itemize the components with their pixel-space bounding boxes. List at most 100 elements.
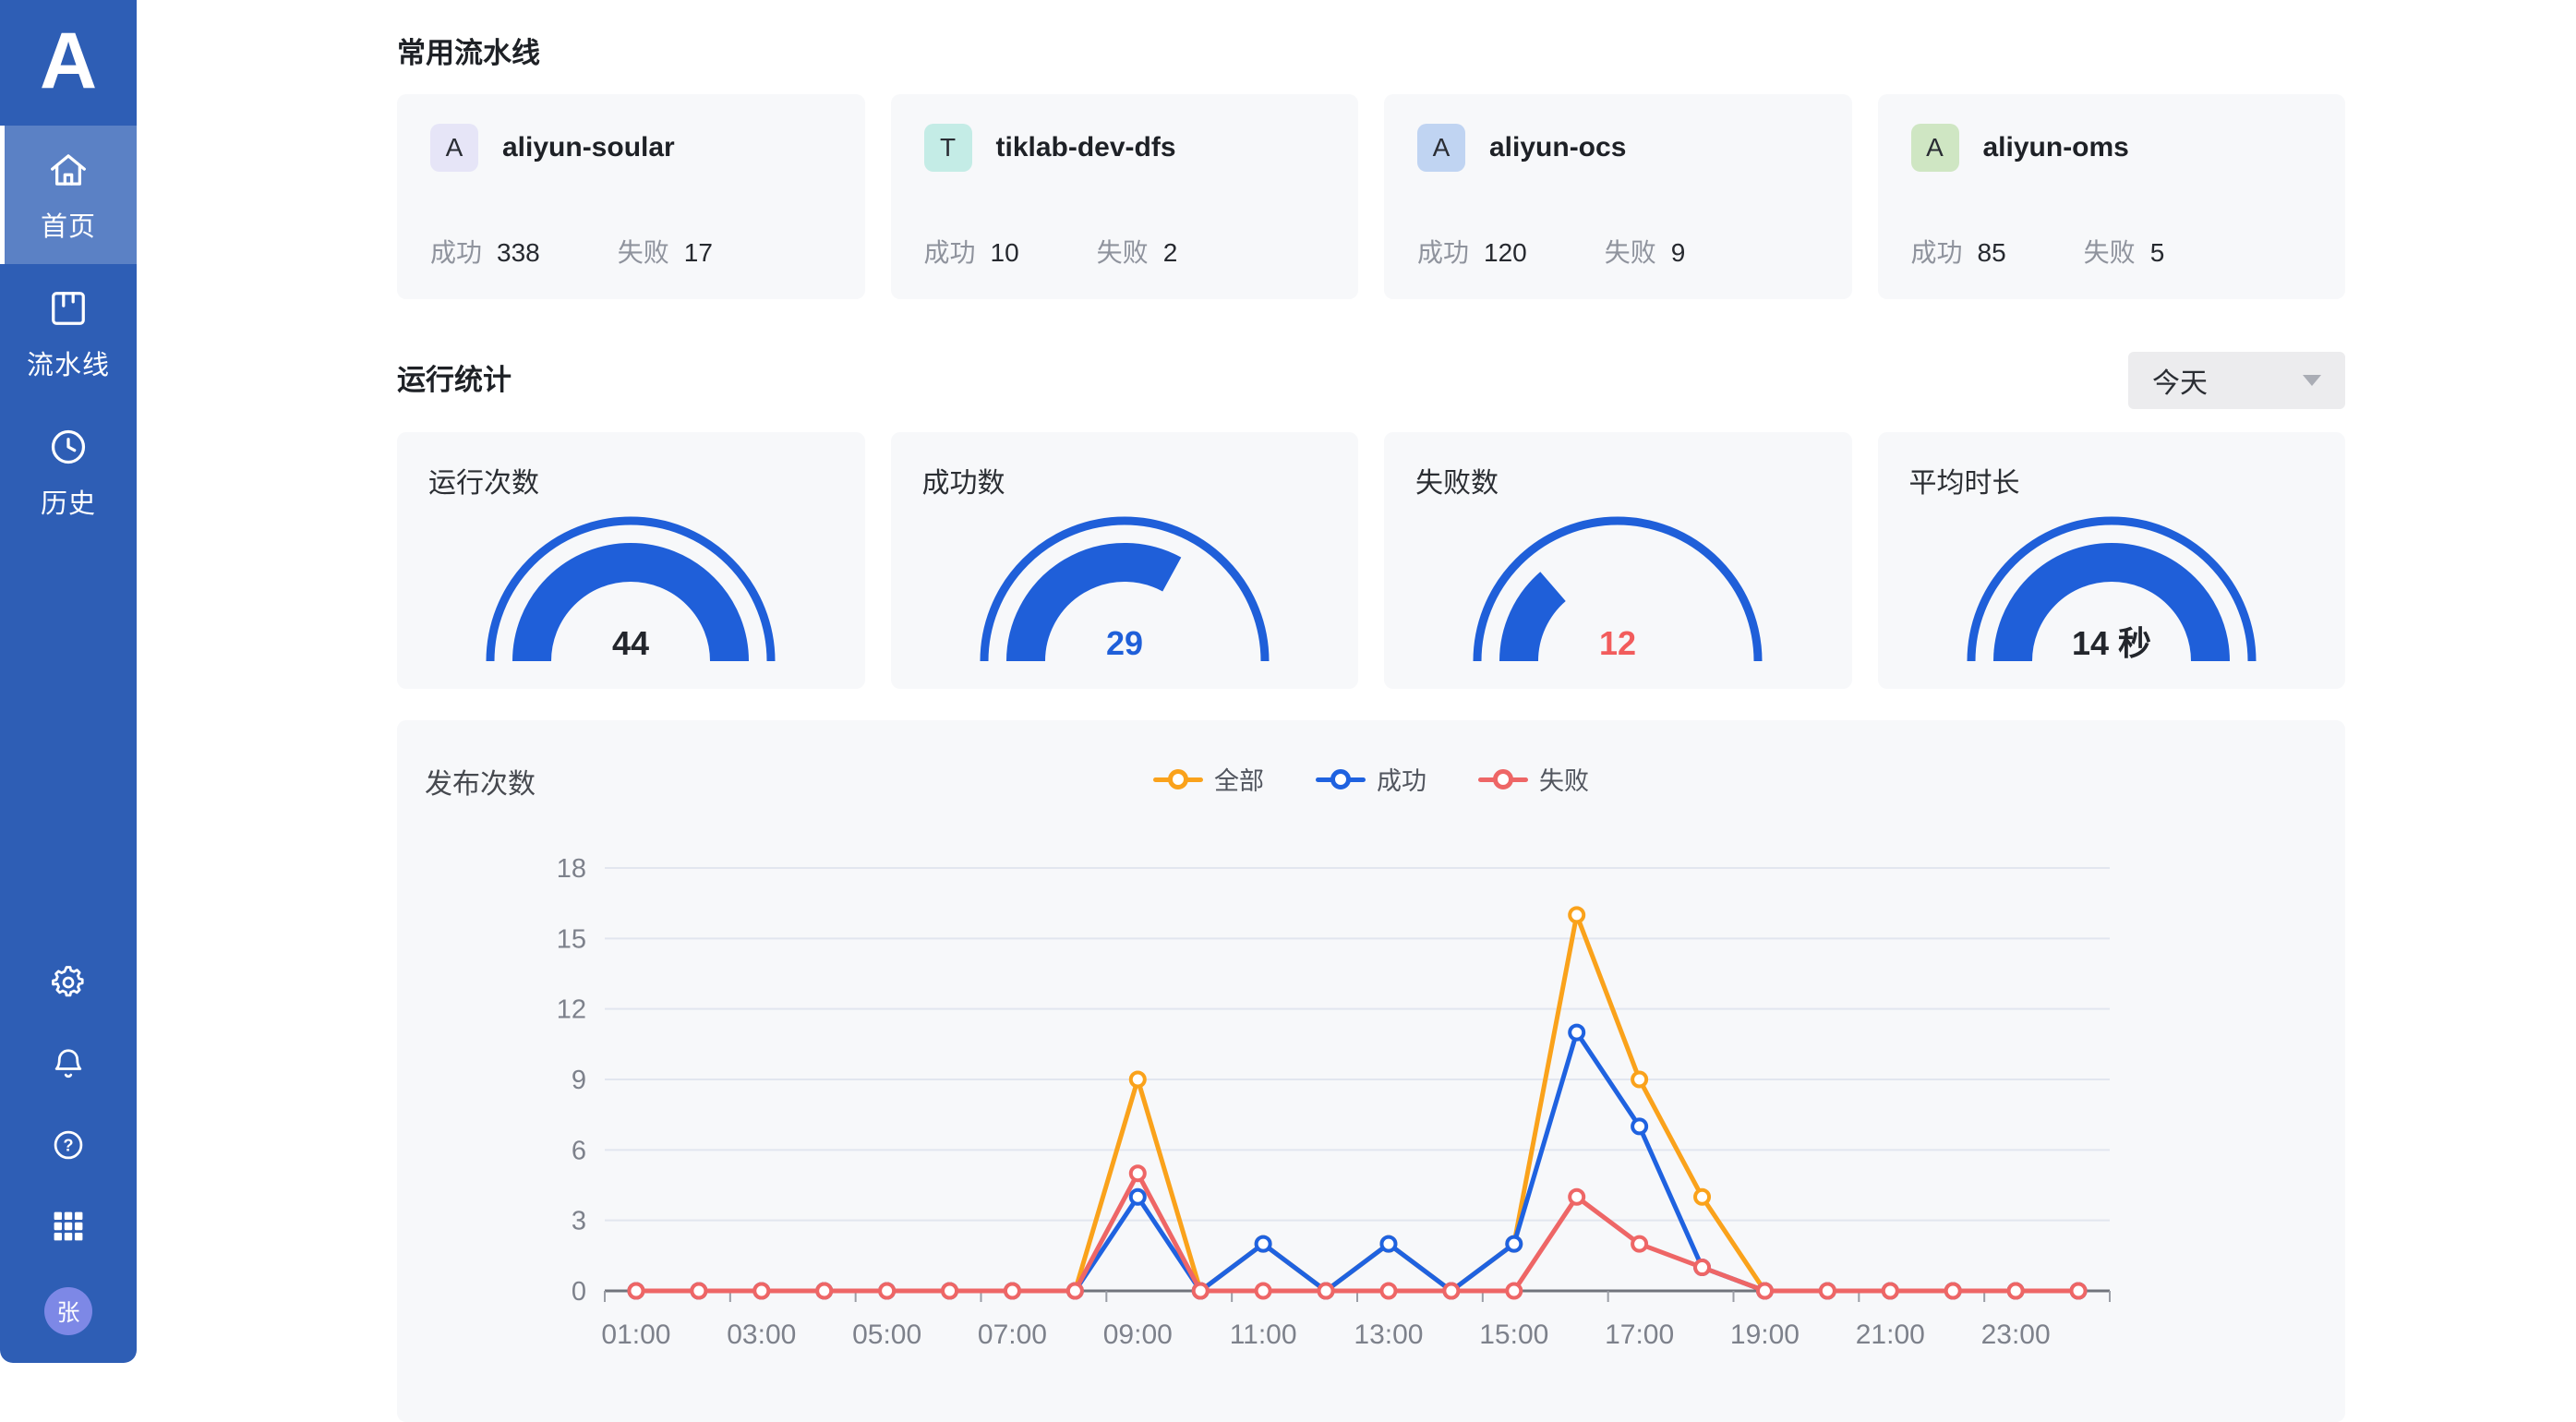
data-point-失败-18:00 [1693, 1259, 1712, 1277]
chart-title: 发布次数 [425, 769, 536, 800]
sidebar-item-history[interactable]: 历史 [0, 403, 137, 541]
x-axis-label: 03:00 [727, 1320, 796, 1350]
avatar-text: 张 [56, 1300, 80, 1326]
stat-success: 成功 120 [1417, 233, 1527, 270]
sidebar-nav: 首页 流水线 历史 [0, 126, 137, 541]
home-icon [42, 144, 94, 196]
stat-success-label: 成功 [430, 238, 483, 267]
data-point-失败-11:00 [1254, 1282, 1272, 1300]
x-axis-label: 07:00 [978, 1320, 1047, 1350]
x-axis-label: 11:00 [1230, 1320, 1297, 1350]
time-range-select[interactable]: 今天 [2128, 352, 2345, 409]
stat-success-value: 120 [1484, 238, 1527, 267]
data-point-失败-24:00 [2069, 1282, 2088, 1300]
legend-item-成功[interactable]: 成功 [1316, 761, 1426, 797]
svg-text:?: ? [63, 1135, 73, 1154]
gauge-label: 失败数 [1415, 468, 1499, 499]
stat-success-value: 338 [497, 238, 540, 267]
sidebar-item-pipeline[interactable]: 流水线 [0, 264, 137, 403]
stat-fail-label: 失败 [2083, 238, 2136, 267]
legend-label: 失败 [1539, 767, 1589, 795]
gauge-label: 平均时长 [1908, 468, 2020, 499]
data-point-全部-18:00 [1693, 1187, 1712, 1206]
stat-fail-value: 9 [1670, 238, 1686, 267]
series-line-失败 [633, 1171, 2081, 1294]
pipeline-stats: 成功 120 失败 9 [1417, 233, 1819, 270]
sidebar: A 首页 流水线 [0, 0, 137, 1363]
legend-item-失败[interactable]: 失败 [1478, 761, 1589, 797]
stat-fail: 失败 5 [2084, 233, 2165, 270]
gauge-card-失败数: 失败数 12 [1384, 432, 1852, 689]
stat-success-value: 85 [1977, 238, 2006, 267]
x-axis-label: 19:00 [1730, 1320, 1800, 1350]
pipeline-initial-badge: A [1910, 124, 1959, 172]
gauge-value: 12 [1599, 624, 1636, 662]
apps-button[interactable] [47, 1206, 90, 1248]
app-logo[interactable]: A [0, 0, 137, 122]
time-range-value: 今天 [2152, 368, 2208, 399]
grid-icon [48, 1206, 89, 1249]
data-point-成功-13:00 [1379, 1235, 1398, 1253]
question-icon: ? [48, 1125, 89, 1168]
stat-fail-value: 5 [2149, 238, 2165, 267]
stat-success: 成功 85 [1911, 233, 2006, 270]
user-avatar[interactable]: 张 [44, 1287, 92, 1335]
legend-item-全部[interactable]: 全部 [1153, 761, 1264, 797]
app-logo-letter: A [39, 17, 98, 105]
data-point-成功-16:00 [1568, 1023, 1586, 1042]
clock-icon [42, 421, 94, 473]
y-axis-label: 12 [557, 995, 586, 1025]
legend-marker-icon [1153, 768, 1203, 790]
pipeline-stats: 成功 10 失败 2 [924, 233, 1326, 270]
x-axis-label: 13:00 [1354, 1320, 1423, 1350]
y-axis-label: 0 [572, 1277, 586, 1307]
chart-header: 发布次数 全部 成功 失败 [397, 720, 2345, 813]
data-point-失败-07:00 [1003, 1282, 1021, 1300]
gauge-chart: 44 [428, 513, 834, 670]
notifications-button[interactable] [47, 1043, 90, 1086]
gauge-label: 成功数 [921, 468, 1005, 499]
stat-fail-value: 2 [1162, 238, 1178, 267]
legend-label: 成功 [1377, 767, 1426, 795]
data-point-失败-03:00 [752, 1282, 771, 1300]
gauge-chart: 14 秒 [1909, 513, 2315, 670]
y-axis-label: 18 [557, 854, 586, 884]
stat-fail-label: 失败 [1604, 238, 1656, 267]
sidebar-item-label: 历史 [40, 489, 96, 519]
settings-button[interactable] [47, 962, 90, 1005]
data-point-失败-09:00 [1128, 1164, 1147, 1183]
legend-marker-icon [1316, 768, 1366, 790]
y-axis-label: 9 [572, 1066, 586, 1095]
data-point-失败-14:00 [1442, 1282, 1461, 1300]
x-axis-label: 15:00 [1479, 1320, 1548, 1350]
app-root: A 首页 流水线 [0, 0, 2345, 1363]
data-point-失败-02:00 [690, 1282, 708, 1300]
sidebar-item-home[interactable]: 首页 [0, 126, 137, 264]
section-title-pipelines: 常用流水线 [397, 37, 540, 69]
gauge-card-运行次数: 运行次数 44 [397, 432, 865, 689]
data-point-全部-16:00 [1568, 906, 1586, 924]
data-point-失败-10:00 [1191, 1282, 1210, 1300]
data-point-失败-15:00 [1505, 1282, 1523, 1300]
stats-section-header: 运行统计 今天 [397, 351, 2345, 410]
pipeline-stats: 成功 85 失败 5 [1911, 233, 2313, 270]
chart-legend: 全部 成功 失败 [397, 761, 2345, 797]
help-button[interactable]: ? [47, 1125, 90, 1167]
sidebar-item-label: 首页 [40, 212, 96, 242]
stat-fail-label: 失败 [617, 238, 669, 267]
legend-label: 全部 [1214, 767, 1264, 795]
x-axis-label: 17:00 [1605, 1320, 1674, 1350]
section-title-stats: 运行统计 [397, 364, 512, 396]
legend-marker-icon [1478, 768, 1528, 790]
stat-success: 成功 338 [430, 233, 540, 270]
pipeline-initial-badge: T [923, 124, 972, 172]
data-point-失败-19:00 [1755, 1282, 1774, 1300]
